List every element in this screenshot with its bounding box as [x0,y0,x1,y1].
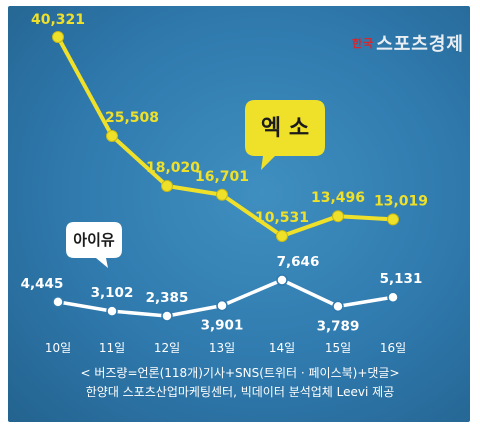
brand-name: 스포츠경제 [376,34,464,55]
data-point-exo [106,129,118,142]
data-point-exo [387,213,399,226]
data-label-exo: 13,019 [374,193,428,209]
x-tick-label: 10일 [45,341,71,355]
data-point-exo [332,210,344,223]
legend-bubble-exo [245,100,325,170]
x-tick-label: 14일 [269,341,295,355]
legend-label-iu: 아이유 [73,231,115,249]
data-label-iu: 2,385 [146,290,189,306]
data-point-exo [276,230,288,242]
legend-label-exo: 엑 소 [261,116,309,141]
data-point-exo [52,31,64,43]
data-label-exo: 18,020 [146,160,200,176]
data-point-exo [216,188,228,201]
data-label-exo: 16,701 [195,169,249,185]
data-label-iu: 3,789 [317,318,360,334]
x-tick-label: 15일 [325,341,351,355]
data-point-iu [161,310,173,322]
x-tick-label: 12일 [154,341,180,355]
data-label-iu: 7,646 [277,254,320,270]
x-tick-label: 16일 [380,341,406,355]
data-label-exo: 13,496 [311,190,365,206]
data-label-iu: 3,901 [201,318,244,334]
data-point-iu [276,274,288,286]
data-label-iu: 5,131 [380,271,423,287]
data-point-iu [106,305,118,317]
data-label-iu: 4,445 [21,276,64,292]
legend-bubble-iu [66,222,122,268]
brand-logo: 한국 스포츠경제 [352,30,464,56]
data-point-iu [332,300,344,313]
x-tick-label: 11일 [99,341,125,355]
data-label-iu: 3,102 [91,285,134,301]
footnote-source: 한양대 스포츠산업마케팅센터, 빅데이터 분석업체 Leevi 제공 [85,385,395,399]
data-label-exo: 40,321 [31,12,85,28]
data-point-iu [216,299,228,312]
data-point-exo [161,179,173,192]
brand-prefix: 한국 [351,37,375,50]
data-label-exo: 10,531 [255,210,309,226]
x-tick-label: 13일 [209,341,235,355]
footnote-formula: < 버즈량=언론(118개)기사+SNS(트위터 · 페이스북)+댓글> [80,366,400,380]
data-point-iu [387,291,399,303]
data-label-exo: 25,508 [105,110,159,126]
data-point-iu [52,296,64,308]
